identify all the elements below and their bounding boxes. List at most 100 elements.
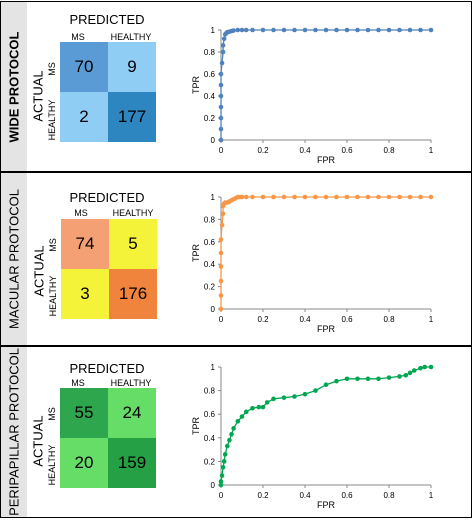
cell-healthy-ms: 2 bbox=[60, 92, 108, 142]
roc-point bbox=[218, 250, 224, 256]
y-tick-label: 0.2 bbox=[204, 283, 216, 292]
roc-point bbox=[302, 391, 308, 397]
y-tick-label: 1 bbox=[211, 363, 216, 372]
row-label-ms: MS bbox=[48, 238, 58, 252]
roc-point bbox=[218, 237, 224, 242]
x-tick-label: 0.6 bbox=[341, 315, 353, 324]
x-axis-label: FPR bbox=[317, 155, 336, 165]
y-tick-label: 0.6 bbox=[204, 70, 216, 79]
roc-point bbox=[218, 82, 224, 88]
actual-label: ACTUAL bbox=[30, 70, 46, 122]
roc-point bbox=[218, 306, 224, 312]
roc-point bbox=[231, 28, 236, 33]
y-tick-label: 1 bbox=[211, 193, 216, 202]
roc-point bbox=[235, 418, 241, 424]
roc-chart: 00 0.2 0.2 0.4 0.4 0.6 0.6 0.8 0.8 1 1 FPR TPR bbox=[191, 193, 434, 334]
roc-point bbox=[220, 43, 226, 48]
y-tick-label: 0.2 bbox=[204, 114, 216, 123]
y-tick-label: 1 bbox=[211, 26, 216, 35]
protocol-label: PERIPAPILLAR PROTOCOL bbox=[6, 348, 22, 516]
roc-point bbox=[256, 404, 262, 410]
roc-point bbox=[218, 479, 224, 484]
roc-point bbox=[218, 115, 224, 121]
roc-point bbox=[386, 194, 392, 200]
roc-point bbox=[220, 49, 226, 55]
macular-protocol-panel: MACULAR PROTOCOL PREDICTED MS HEALTHY AC… bbox=[0, 172, 472, 346]
roc-point bbox=[231, 426, 236, 431]
roc-point bbox=[235, 27, 241, 33]
roc-point bbox=[376, 27, 381, 33]
cell-healthy-ms: 20 bbox=[60, 438, 108, 488]
roc-point bbox=[355, 376, 360, 382]
y-tick-label: 0 bbox=[211, 136, 216, 145]
row-label-ms: MS bbox=[47, 62, 57, 76]
x-tick-label: 1 bbox=[429, 146, 434, 155]
roc-point bbox=[222, 452, 228, 457]
row-label-healthy: HEALTHY bbox=[47, 444, 57, 486]
cell-ms-healthy: 24 bbox=[108, 388, 156, 438]
roc-point bbox=[227, 437, 232, 443]
y-tick-label: 0 bbox=[211, 305, 216, 314]
x-axis-label: FPR bbox=[317, 324, 336, 334]
roc-point bbox=[218, 293, 224, 298]
roc-point bbox=[418, 194, 423, 200]
roc-point bbox=[243, 27, 249, 33]
roc-curve bbox=[220, 29, 431, 140]
roc-point bbox=[418, 365, 423, 371]
roc-point bbox=[221, 36, 227, 42]
roc-point bbox=[292, 194, 297, 200]
roc-point bbox=[225, 443, 230, 449]
column-label-healthy: HEALTHY bbox=[110, 378, 152, 388]
x-tick-label: 0 bbox=[219, 146, 224, 155]
roc-point bbox=[243, 194, 249, 200]
roc-point bbox=[281, 395, 287, 400]
cell-ms-ms: 74 bbox=[61, 219, 109, 269]
roc-point bbox=[218, 104, 224, 110]
roc-point bbox=[221, 459, 227, 464]
roc-point bbox=[239, 414, 245, 419]
roc-point bbox=[397, 374, 402, 379]
roc-point bbox=[323, 382, 329, 387]
y-tick-label: 0.8 bbox=[204, 387, 216, 396]
roc-point bbox=[250, 27, 255, 33]
roc-point bbox=[292, 394, 297, 399]
x-tick-label: 1 bbox=[429, 491, 434, 500]
row-label-ms: MS bbox=[47, 407, 57, 421]
y-tick-label: 0.8 bbox=[204, 48, 216, 57]
panel-side-bar: MACULAR PROTOCOL bbox=[1, 173, 27, 345]
roc-point bbox=[260, 194, 266, 200]
roc-point bbox=[239, 27, 245, 33]
y-tick-label: 0.6 bbox=[204, 410, 216, 419]
roc-point bbox=[376, 376, 381, 382]
roc-point bbox=[250, 406, 255, 411]
roc-point bbox=[365, 27, 371, 33]
roc-point bbox=[407, 194, 413, 200]
x-tick-label: 0.8 bbox=[383, 491, 395, 500]
roc-point bbox=[334, 194, 339, 200]
roc-point bbox=[302, 27, 308, 33]
roc-point bbox=[365, 376, 371, 382]
roc-point bbox=[344, 376, 350, 382]
roc-point bbox=[334, 27, 339, 33]
x-tick-label: 0.2 bbox=[257, 491, 269, 500]
x-tick-label: 0.4 bbox=[299, 146, 311, 155]
roc-point bbox=[302, 194, 308, 200]
roc-point bbox=[376, 194, 381, 200]
roc-point bbox=[219, 60, 225, 66]
wide-protocol-panel: WIDE PROTOCOL PREDICTED MS HEALTHY ACTUA… bbox=[0, 1, 472, 172]
roc-point bbox=[218, 93, 224, 99]
roc-point bbox=[271, 396, 276, 402]
roc-point bbox=[250, 194, 255, 200]
cell-ms-ms: 70 bbox=[60, 42, 108, 92]
roc-point bbox=[411, 368, 417, 373]
roc-point bbox=[260, 404, 266, 410]
roc-chart: 00 0.2 0.2 0.4 0.4 0.6 0.6 0.8 0.8 1 1 FPR TPR bbox=[191, 363, 434, 510]
row-label-healthy: HEALTHY bbox=[47, 99, 57, 141]
cell-healthy-healthy: 159 bbox=[108, 438, 156, 488]
roc-point bbox=[397, 27, 402, 33]
roc-point bbox=[218, 278, 224, 284]
roc-point bbox=[218, 264, 224, 269]
x-tick-label: 0 bbox=[219, 491, 224, 500]
predicted-header: PREDICTED bbox=[69, 190, 145, 205]
roc-point bbox=[220, 211, 226, 217]
